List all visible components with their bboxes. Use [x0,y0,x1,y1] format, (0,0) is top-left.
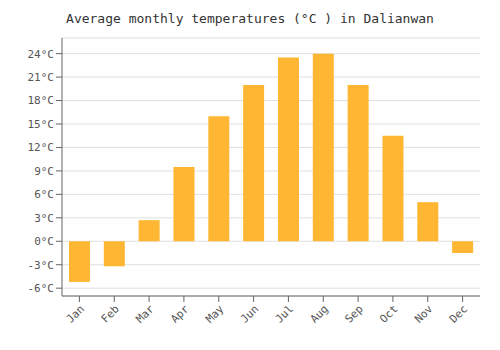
svg-text:0°C: 0°C [34,235,54,248]
svg-text:21°C: 21°C [28,71,55,84]
svg-text:Jul: Jul [273,302,296,325]
svg-text:-6°C: -6°C [28,282,55,295]
svg-text:Mar: Mar [133,302,157,326]
svg-text:3°C: 3°C [34,212,54,225]
svg-text:12°C: 12°C [28,141,55,154]
svg-text:Feb: Feb [99,302,122,325]
svg-text:Oct: Oct [377,302,400,325]
html-text:Average monthly temperatures (: Average monthly temperatures (°C ) in Da… [66,11,434,26]
svg-text:Apr: Apr [168,302,192,326]
svg-text:Dec: Dec [447,302,470,325]
svg-text:Jun: Jun [238,302,261,325]
svg-text:6°C: 6°C [34,188,54,201]
svg-text:18°C: 18°C [28,94,55,107]
svg-text:May: May [203,302,227,326]
svg-text:-3°C: -3°C [28,259,55,272]
svg-text:Sep: Sep [342,302,365,325]
svg-text:24°C: 24°C [28,48,55,61]
svg-text:Nov: Nov [412,302,436,326]
svg-text:Aug: Aug [308,302,331,325]
svg-text:15°C: 15°C [28,118,55,131]
svg-text:9°C: 9°C [34,165,54,178]
svg-text:Jan: Jan [64,302,87,325]
